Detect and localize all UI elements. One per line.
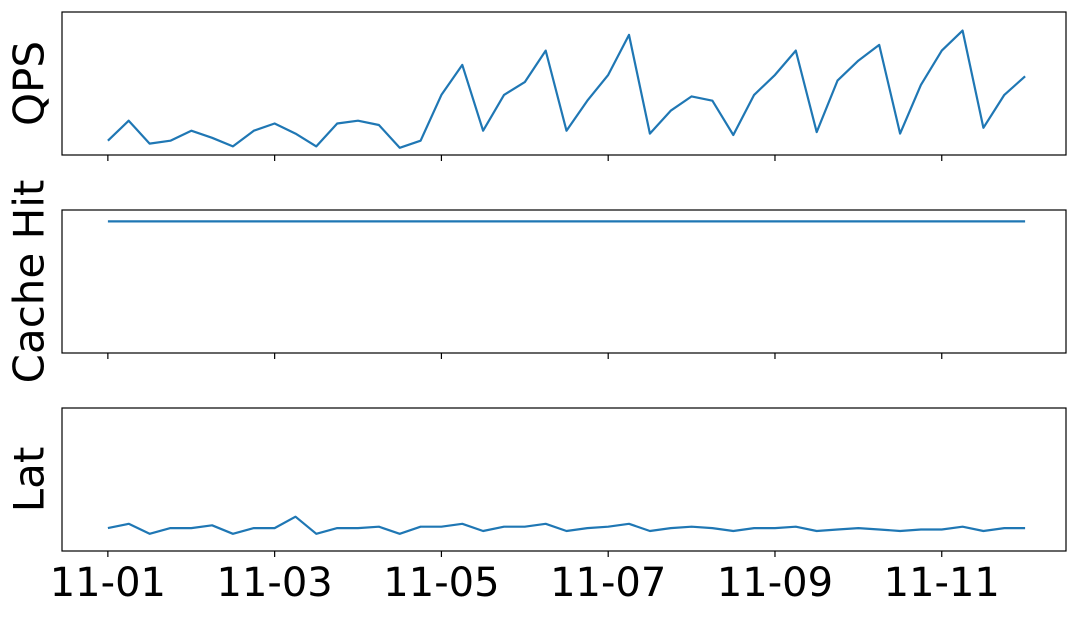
y-axis-label: Lat	[5, 447, 54, 513]
data-line	[107, 515, 1026, 535]
plot-frame	[61, 407, 1067, 552]
x-tick-label: 11-11	[884, 560, 1000, 606]
x-tick-label: 11-05	[383, 560, 499, 606]
y-axis-label: QPS	[5, 41, 54, 126]
x-tick-label: 11-07	[550, 560, 666, 606]
data-line	[107, 29, 1026, 149]
plot-frame	[61, 209, 1067, 354]
x-tick-label: 11-09	[717, 560, 833, 606]
plot-frame	[61, 11, 1067, 156]
x-tick-label: 11-03	[217, 560, 333, 606]
y-axis-label: Cache Hit	[5, 180, 54, 384]
x-tick-label: 11-01	[50, 560, 166, 606]
